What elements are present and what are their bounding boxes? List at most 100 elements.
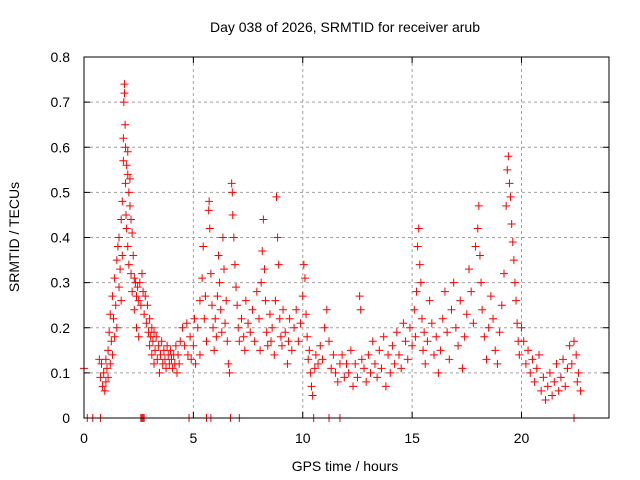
data-point [175,359,184,368]
data-point [112,323,121,332]
data-point [415,260,424,269]
data-point [110,332,119,341]
data-point [135,278,144,287]
data-point [281,328,290,337]
data-point [275,314,284,323]
data-point [513,319,522,328]
data-point [576,386,585,395]
data-point [134,332,143,341]
data-point [414,224,423,233]
data-point [386,368,395,377]
data-point [262,328,271,337]
data-point [401,337,410,346]
data-point [413,242,422,251]
data-point [302,310,311,319]
data-point [117,215,126,224]
data-point [512,296,521,305]
data-point [366,368,375,377]
data-point [244,319,253,328]
data-point [572,350,581,359]
data-point [104,373,113,382]
data-point [227,179,236,188]
data-point [451,323,460,332]
x-tick-label: 20 [514,430,530,446]
data-point [403,355,412,364]
data-point [473,224,482,233]
data-point [157,337,166,346]
data-point [111,301,120,310]
data-point [101,355,110,364]
data-point [132,292,141,301]
data-point [167,355,176,364]
data-point [333,377,342,386]
data-point [212,332,221,341]
data-point [189,341,198,350]
data-point [507,219,516,228]
data-point [252,287,261,296]
data-point [338,350,347,359]
data-point [257,278,266,287]
data-point [223,337,232,346]
data-point [221,319,230,328]
data-point [183,350,192,359]
data-point [500,269,508,278]
x-tick-label: 0 [80,430,88,446]
data-point [117,296,126,305]
x-axis-ticks: 0 5 10 15 20 [80,57,529,446]
data-point [384,350,393,359]
data-point [559,355,568,364]
data-point [260,265,269,274]
data-point [449,278,458,287]
y-tick-label: 0.3 [51,275,71,291]
data-point [505,179,514,188]
data-point [122,224,131,233]
data-point [331,368,340,377]
data-point [134,296,143,305]
data-point [356,305,365,314]
data-point [416,278,425,287]
data-point [306,368,315,377]
data-point [392,328,401,337]
data-point [128,228,137,237]
data-point [436,346,445,355]
data-point [224,359,233,368]
data-point [168,364,177,373]
data-point [102,364,111,373]
data-point [145,341,154,350]
data-point [325,337,333,346]
data-point [220,265,228,274]
data-point [388,341,397,350]
data-point [342,359,351,368]
data-point [101,377,110,386]
data-point [147,350,156,359]
data-point [106,310,115,319]
data-point [390,359,399,368]
data-point [137,269,146,278]
data-point [105,328,114,337]
data-point [230,260,239,269]
data-point [368,337,377,346]
data-point [539,373,548,382]
data-point [98,382,107,391]
data-point [96,373,105,382]
data-point [508,238,517,247]
data-point [294,337,303,346]
data-point [201,292,210,301]
data-point [318,355,327,364]
data-point [377,364,386,373]
data-point [565,341,574,350]
data-point [108,350,117,359]
data-point [462,310,471,319]
data-point [217,328,226,337]
data-point [300,274,309,283]
data-point [193,323,202,332]
data-point [151,346,160,355]
data-point [198,274,207,283]
y-tick-label: 0.8 [51,49,71,65]
data-point [475,251,484,260]
data-point [276,332,285,341]
data-point [176,337,185,346]
data-point [255,314,263,323]
data-point [122,161,131,170]
